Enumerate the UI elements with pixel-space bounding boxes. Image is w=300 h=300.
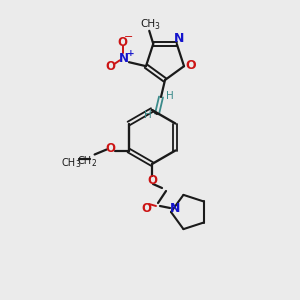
Text: −: − xyxy=(124,32,134,42)
Text: +: + xyxy=(127,49,135,58)
Text: O: O xyxy=(186,59,196,72)
Text: H: H xyxy=(166,91,174,101)
Text: CH: CH xyxy=(141,19,156,29)
Text: O: O xyxy=(141,202,151,214)
Text: H: H xyxy=(144,110,152,120)
Text: 3: 3 xyxy=(154,22,159,31)
Text: CH: CH xyxy=(61,158,76,167)
Text: O: O xyxy=(106,142,116,155)
Text: CH: CH xyxy=(78,155,92,166)
Text: N: N xyxy=(170,202,180,214)
Text: O: O xyxy=(147,175,157,188)
Text: N: N xyxy=(119,52,129,65)
Text: O: O xyxy=(105,60,115,73)
Text: 3: 3 xyxy=(76,160,80,169)
Text: N: N xyxy=(174,32,184,45)
Text: O: O xyxy=(117,36,127,49)
Text: 2: 2 xyxy=(92,159,96,168)
